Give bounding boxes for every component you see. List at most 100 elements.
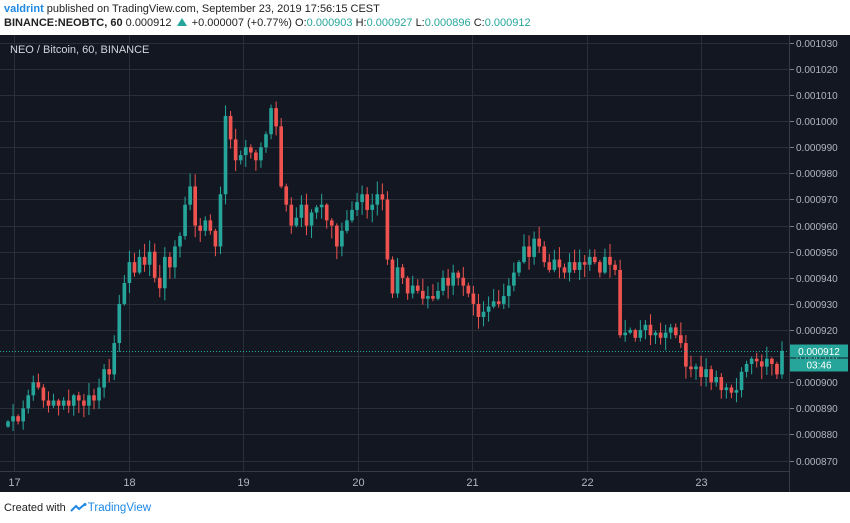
candle-body (739, 371, 744, 391)
candle-body (405, 277, 410, 294)
price-tick-label: 0.000890 (796, 404, 838, 415)
candle-body (112, 343, 117, 375)
candle-body (350, 209, 354, 221)
low-label: L: (415, 17, 425, 29)
candle-body (623, 332, 627, 336)
candle-body (279, 126, 283, 187)
publish-info: valdrint published on TradingView.com, S… (4, 3, 380, 15)
candle-body (491, 301, 496, 307)
candle-body (213, 230, 218, 247)
candle-body (92, 395, 96, 401)
candle-body (380, 194, 385, 200)
candle-body (496, 301, 501, 304)
candle-body (577, 262, 582, 270)
candle-body (87, 395, 91, 406)
time-tick-label: 22 (581, 477, 593, 489)
candle-body (436, 290, 440, 299)
up-arrow-icon (176, 18, 187, 26)
candle-body (709, 369, 713, 383)
candle-body (552, 259, 557, 270)
candle-body (461, 277, 466, 286)
candle-body (431, 296, 435, 299)
candle-body (137, 256, 142, 273)
candle-body (562, 267, 567, 273)
time-tick-label: 17 (8, 477, 20, 489)
candle-body (638, 330, 643, 338)
candle-body (319, 204, 324, 208)
candle-body (542, 246, 547, 263)
candle-body (547, 262, 552, 270)
price-tick-label: 0.000880 (796, 430, 838, 441)
time-tick-label: 23 (695, 477, 707, 489)
candle-body (51, 400, 56, 406)
candle-body (228, 115, 233, 140)
candle-body (426, 296, 430, 299)
candle-body (329, 220, 334, 226)
price-tick-label: 0.000900 (796, 378, 838, 389)
candle-body (122, 283, 127, 304)
candle-body (208, 220, 213, 231)
candle-body (668, 327, 673, 333)
candle-body (512, 272, 516, 286)
candle-body (157, 277, 162, 289)
price-tick-label: 0.001000 (796, 117, 838, 128)
candle-body (456, 272, 461, 278)
candle-body (6, 421, 10, 427)
candle-body (765, 358, 769, 367)
price-tick-label: 0.000990 (796, 143, 838, 154)
candle-body (471, 293, 476, 304)
candle-body (345, 220, 349, 231)
ohlc-line: BINANCE:NEOBTC, 60 0.000912 +0.000007 (+… (4, 17, 531, 29)
candle-body (223, 115, 228, 195)
price-tick-label: 0.001030 (796, 39, 838, 50)
time-tick-label: 19 (237, 477, 249, 489)
price-chart[interactable]: NEO / Bitcoin, 60, BINANCE 0.001030 0.001… (0, 35, 850, 492)
candle-body (567, 262, 572, 273)
candle-body (289, 204, 294, 226)
last-price-label: 0.000912 (798, 347, 840, 358)
candle-body (299, 204, 304, 218)
candle-body (537, 238, 541, 247)
candle-body (608, 256, 612, 265)
candle-body (117, 303, 122, 344)
candle-body (734, 390, 739, 393)
candle-body (658, 332, 663, 338)
price-tick-label: 0.000980 (796, 169, 838, 180)
candle-body (36, 382, 41, 388)
candle-body (82, 400, 86, 406)
candle-body (410, 285, 415, 294)
candle-body (107, 369, 111, 375)
candle-body (238, 155, 243, 161)
candle-body (451, 272, 455, 286)
candle-body (572, 262, 577, 270)
price-tick-label: 0.001010 (796, 91, 838, 102)
candle-body (147, 251, 152, 265)
candle-body (749, 358, 754, 364)
time-axis[interactable]: 17 18 19 20 21 22 23 (8, 477, 707, 489)
candle-body (173, 246, 177, 268)
candle-body (269, 108, 273, 135)
candle-body (446, 277, 450, 286)
price-tick-label: 0.000920 (796, 326, 838, 337)
candle-body (714, 377, 719, 383)
change-text: +0.000007 (+0.77%) (191, 17, 292, 29)
candle-body (694, 366, 698, 370)
candle-body (340, 230, 344, 247)
price-tick-label: 0.000950 (796, 248, 838, 259)
last-value: 0.000912 (125, 17, 172, 29)
candle-body (61, 400, 66, 406)
last-price-marker (790, 344, 848, 358)
author-name[interactable]: valdrint (4, 3, 44, 15)
candle-body (132, 262, 137, 273)
candle-body (522, 246, 526, 263)
candle-body (517, 262, 521, 273)
candle-body (759, 361, 764, 367)
open-value: 0.000903 (306, 17, 353, 29)
candle-body (557, 259, 562, 268)
candle-body (274, 108, 278, 127)
candle-body (102, 369, 106, 388)
candle-body (770, 358, 774, 364)
published-text: published on TradingView.com, September … (46, 3, 380, 15)
tradingview-logo[interactable]: TradingView (70, 502, 151, 514)
tradingview-brand: TradingView (87, 502, 152, 514)
